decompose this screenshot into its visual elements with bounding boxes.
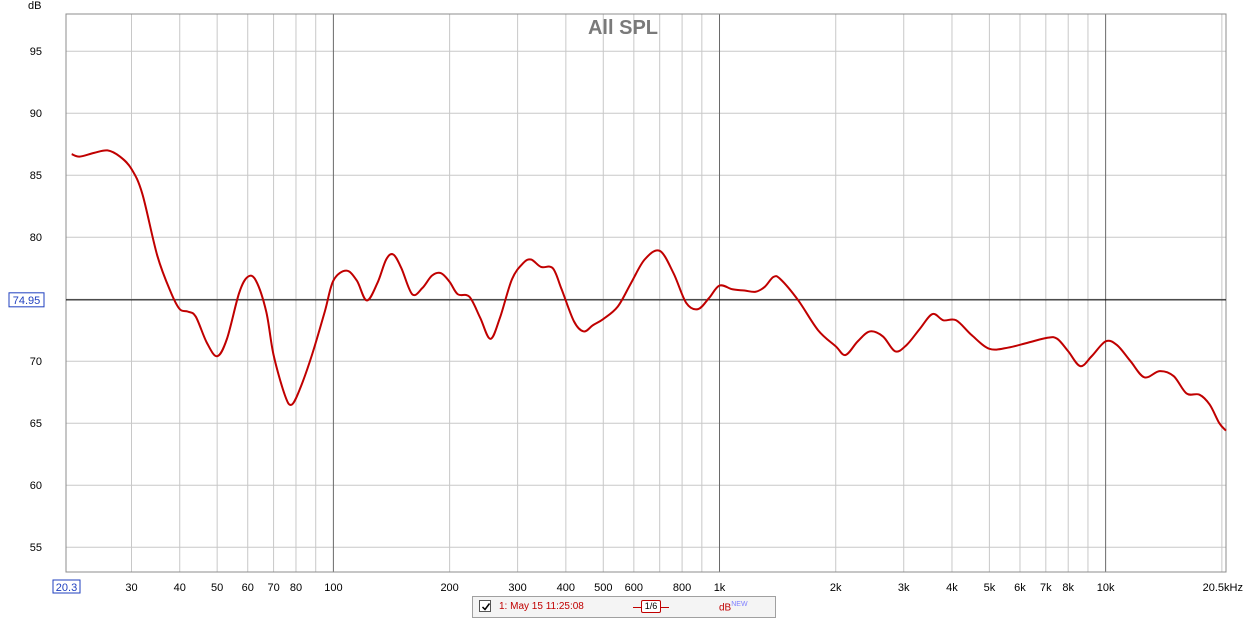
x-tick-label: 20.3	[56, 582, 77, 594]
x-tick-label: 800	[673, 582, 691, 594]
check-icon	[481, 603, 491, 611]
x-tick-label: 2k	[830, 582, 842, 594]
x-tick-label: 80	[290, 582, 302, 594]
x-tick-label: 600	[625, 582, 643, 594]
series-line	[71, 149, 1227, 432]
y-tick-label: 85	[30, 170, 42, 182]
x-tick-label: 40	[174, 582, 186, 594]
series-checkbox[interactable]	[479, 600, 491, 612]
x-tick-label: 5k	[984, 582, 996, 594]
legend-unit[interactable]: dBNEW	[719, 601, 748, 613]
y-tick-label: 55	[30, 542, 42, 554]
x-tick-label: 7k	[1040, 582, 1052, 594]
x-tick-label: 4k	[946, 582, 958, 594]
x-tick-label: 50	[211, 582, 223, 594]
x-tick-label: 200	[440, 582, 458, 594]
x-tick-label: 3k	[898, 582, 910, 594]
x-tick-label: 300	[508, 582, 526, 594]
x-tick-label: 60	[242, 582, 254, 594]
y-axis-label: dB	[28, 0, 41, 12]
x-tick-label: 20.5kHz	[1203, 582, 1243, 594]
legend-bar: 1: May 15 11:25:08 1/6 dBNEW	[472, 596, 776, 618]
y-tick-label: 80	[30, 232, 42, 244]
cursor-value-label: 74.95	[13, 295, 41, 307]
unit-badge: NEW	[731, 601, 748, 608]
plot-area	[66, 14, 1226, 572]
plot-border	[65, 13, 1227, 573]
x-tick-label: 6k	[1014, 582, 1026, 594]
x-tick-label: 500	[594, 582, 612, 594]
unit-label: dB	[719, 602, 732, 614]
smoothing-indicator[interactable]: 1/6	[633, 599, 669, 615]
y-tick-label: 90	[30, 108, 42, 120]
cursor-value-box	[8, 292, 45, 308]
chart-title: All SPL	[588, 17, 658, 39]
y-tick-label: 70	[30, 356, 42, 368]
x-tick-label: 100	[324, 582, 342, 594]
x-tick-label: 8k	[1062, 582, 1074, 594]
y-tick-label: 95	[30, 46, 42, 58]
x-tick-label: 400	[557, 582, 575, 594]
smoothing-label: 1/6	[641, 600, 661, 613]
x-start-box	[52, 579, 81, 594]
x-tick-label: 10k	[1097, 582, 1115, 594]
x-tick-label: 70	[267, 582, 279, 594]
y-tick-label: 65	[30, 418, 42, 430]
legend-series-name[interactable]: 1: May 15 11:25:08	[499, 601, 584, 612]
y-tick-label: 60	[30, 480, 42, 492]
x-tick-label: 1k	[714, 582, 726, 594]
x-tick-label: 30	[125, 582, 137, 594]
